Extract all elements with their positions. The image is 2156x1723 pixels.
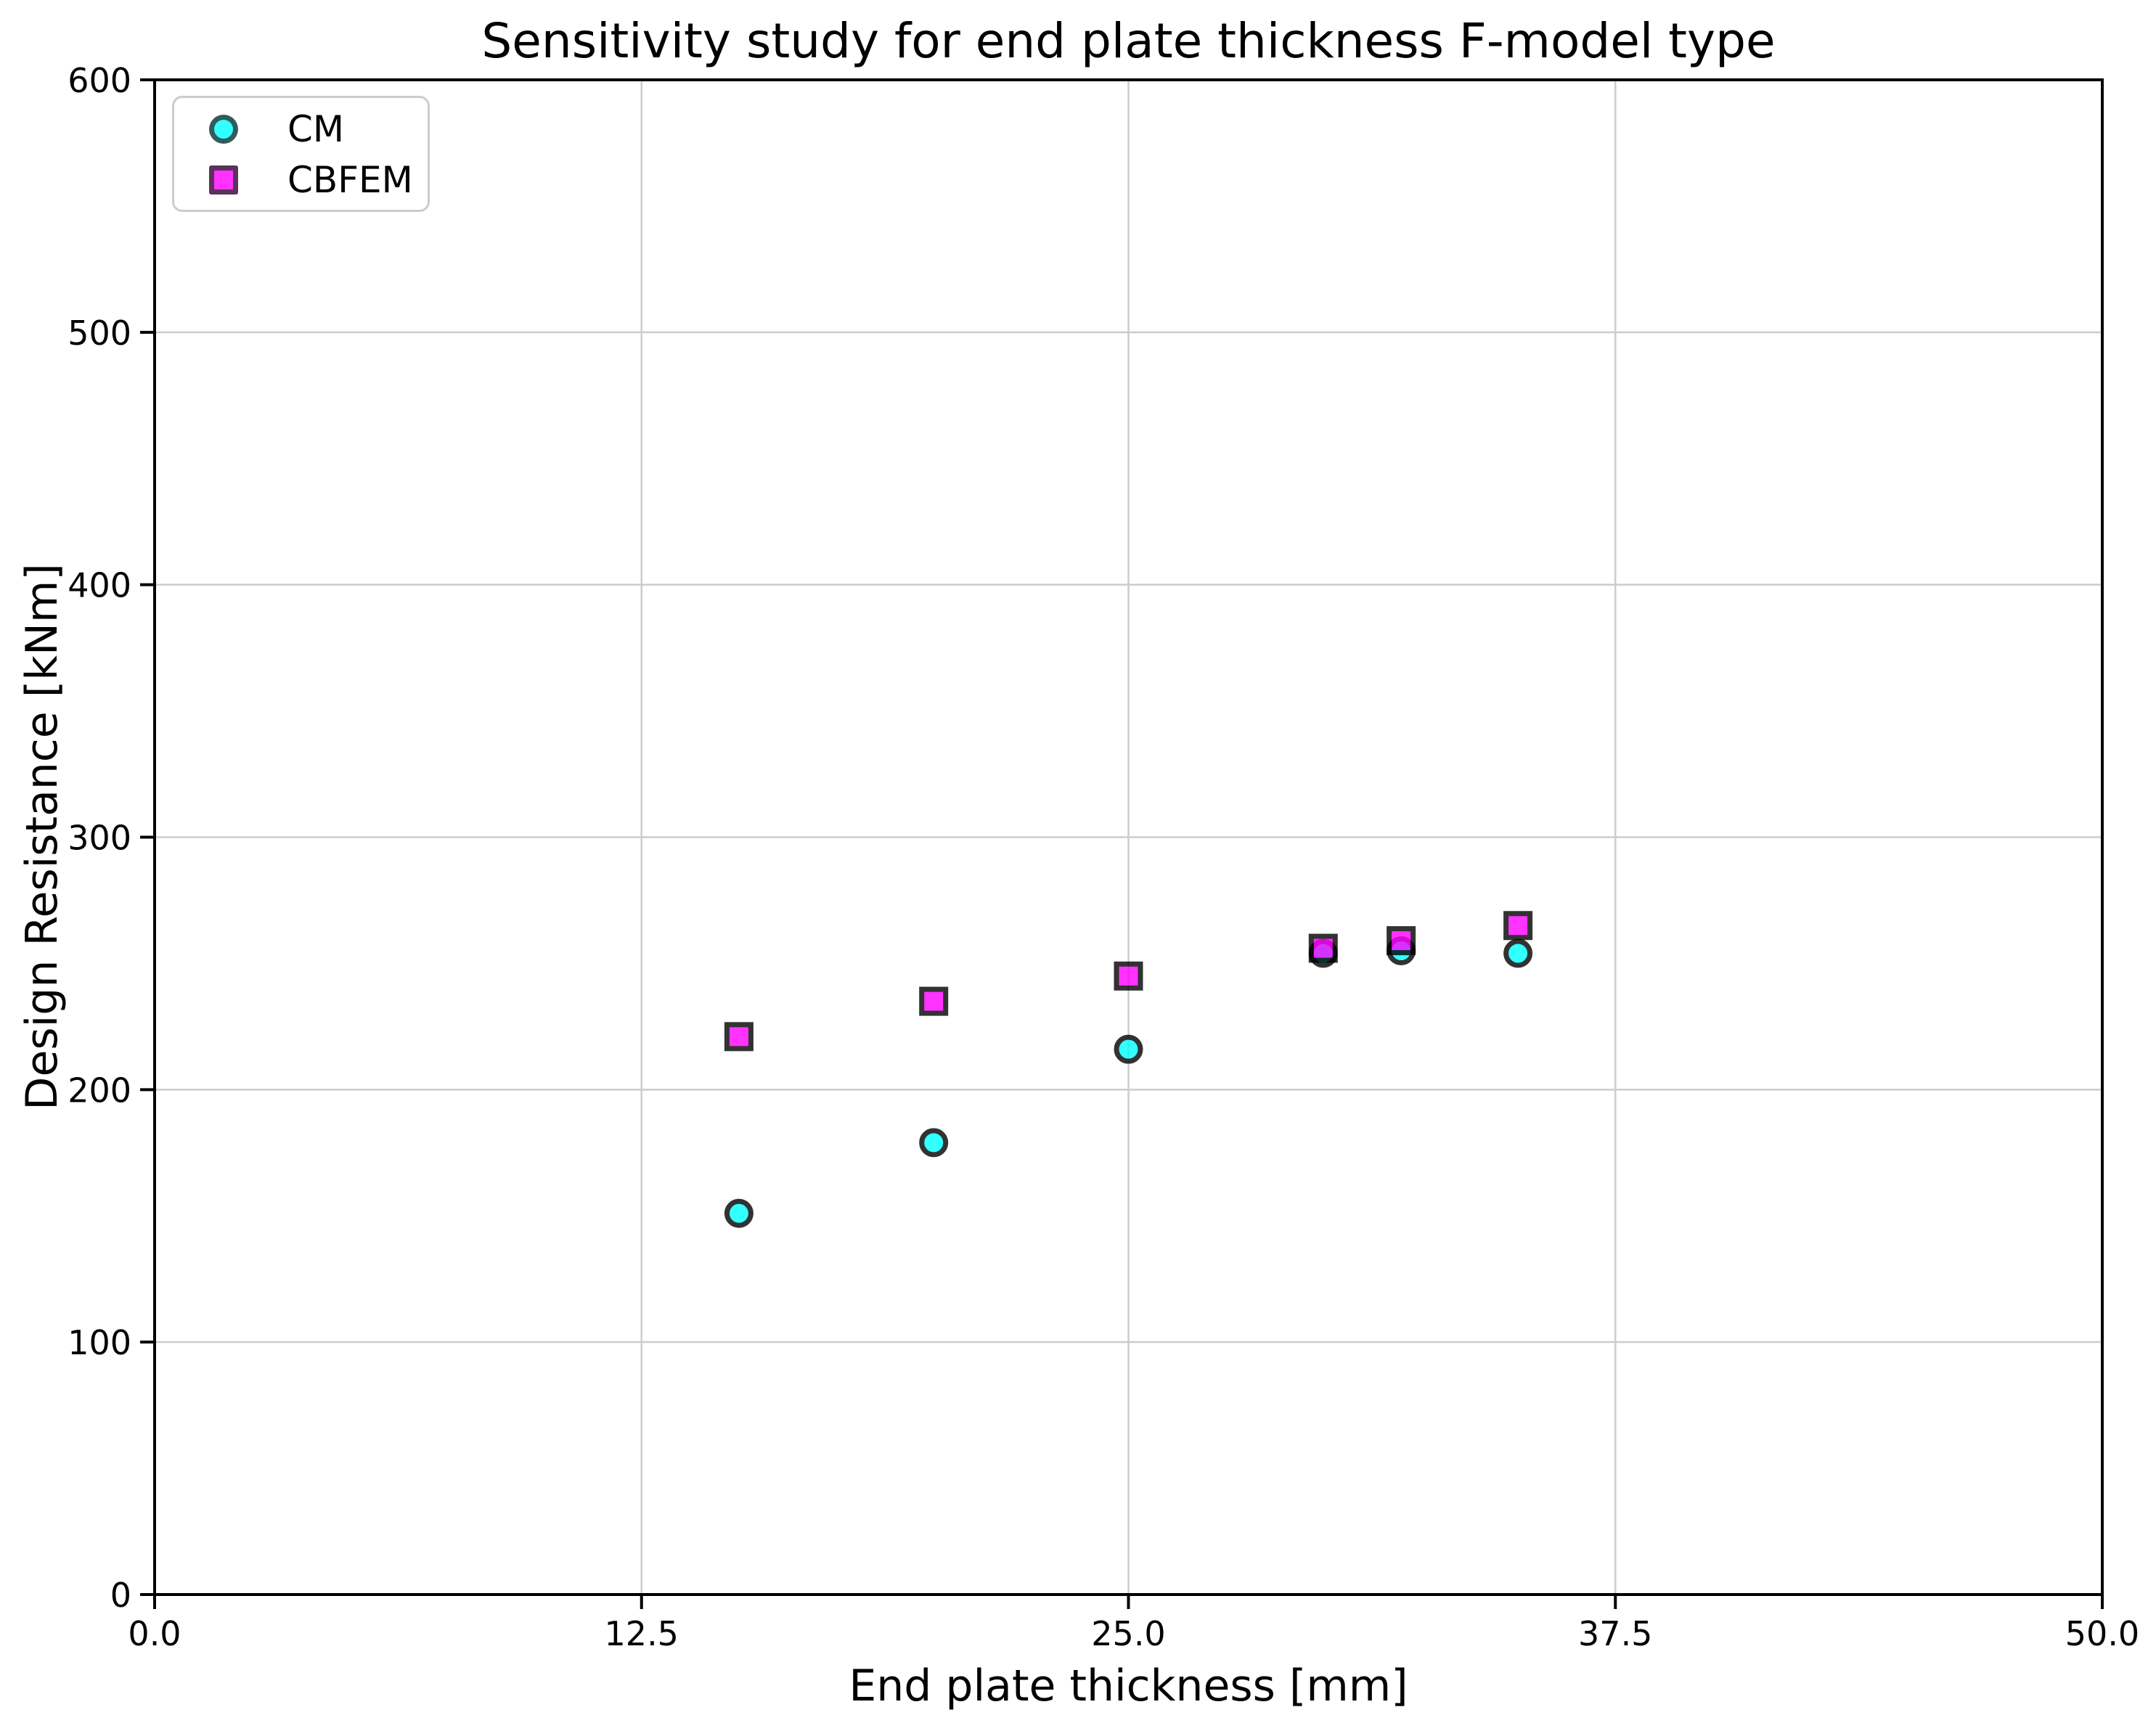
y-axis-label: Design Resistance [kNm]: [17, 563, 68, 1110]
y-tick-label: 300: [68, 819, 131, 858]
y-tick-label: 200: [68, 1071, 131, 1110]
x-tick-label: 37.5: [1578, 1614, 1652, 1653]
x-tick-label: 50.0: [2065, 1614, 2139, 1653]
data-point-cm: [919, 1128, 949, 1158]
data-point-cbfem: [1114, 961, 1143, 991]
legend-label-cbfem: CBFEM: [287, 159, 413, 201]
y-tick-label: 100: [68, 1323, 131, 1362]
legend-item-cm: CM: [174, 104, 428, 155]
data-point-cbfem: [919, 986, 949, 1016]
y-tick-label: 0: [110, 1576, 131, 1615]
chart-title: Sensitivity study for end plate thicknes…: [481, 13, 1776, 69]
x-tick-label: 12.5: [605, 1614, 679, 1653]
data-point-cbfem: [1308, 933, 1338, 963]
x-axis-label: End plate thickness [mm]: [849, 1661, 1408, 1711]
data-point-cbfem: [724, 1022, 754, 1052]
legend: CM CBFEM: [172, 96, 430, 212]
data-point-cbfem: [1387, 926, 1416, 956]
x-tick-label: 25.0: [1091, 1614, 1165, 1653]
cbfem-square-marker-icon: [209, 165, 238, 195]
legend-label-cm: CM: [287, 108, 345, 150]
data-point-cm: [724, 1198, 754, 1228]
legend-item-cbfem: CBFEM: [174, 155, 428, 205]
y-tick-label: 400: [68, 566, 131, 605]
cm-circle-marker-icon: [209, 115, 238, 144]
data-point-cm: [1503, 938, 1533, 968]
y-tick-label: 500: [68, 314, 131, 353]
y-tick-label: 600: [68, 61, 131, 100]
x-tick-label: 0.0: [128, 1614, 181, 1653]
data-point-cbfem: [1503, 911, 1533, 941]
data-point-cm: [1114, 1034, 1143, 1064]
